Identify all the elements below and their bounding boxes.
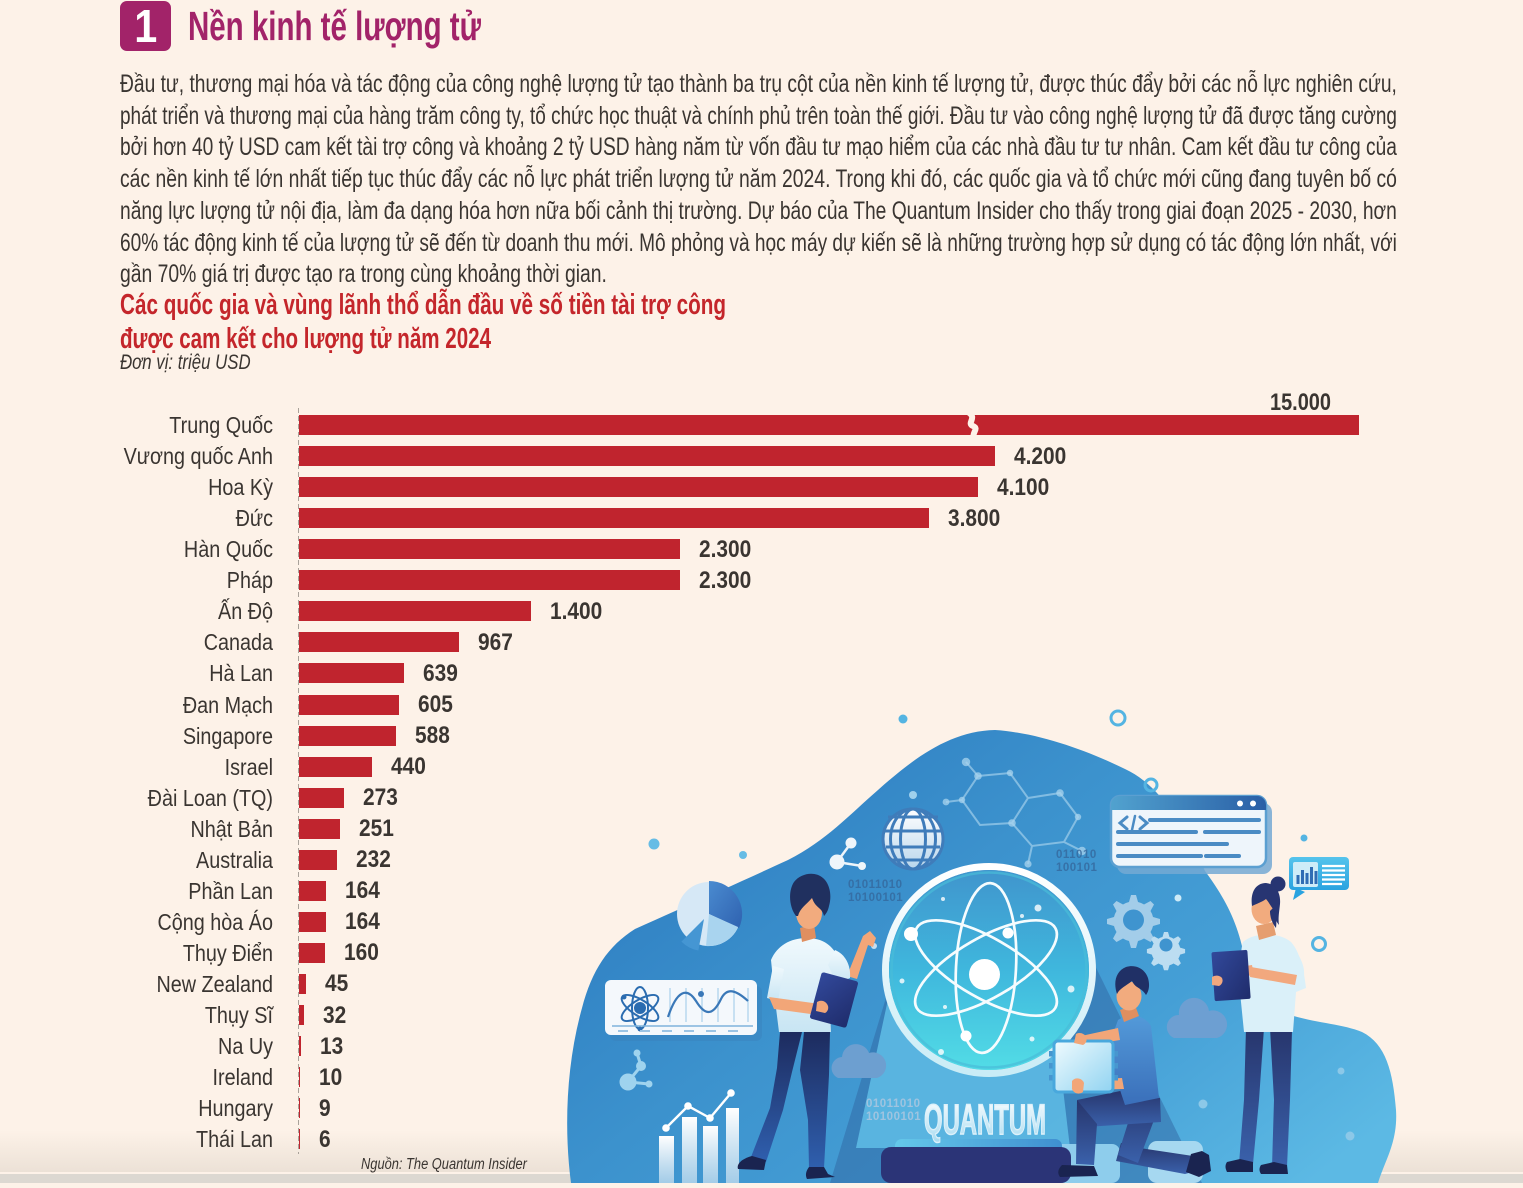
svg-text:100101: 100101: [1056, 862, 1097, 874]
svg-text:01011010: 01011010: [848, 879, 903, 891]
svg-text:10100101: 10100101: [866, 1111, 921, 1123]
svg-text:011010: 011010: [1056, 849, 1097, 861]
svg-text:QUANTUM: QUANTUM: [924, 1096, 1046, 1144]
svg-text:01011010: 01011010: [866, 1098, 921, 1110]
svg-text:10100101: 10100101: [848, 892, 903, 904]
